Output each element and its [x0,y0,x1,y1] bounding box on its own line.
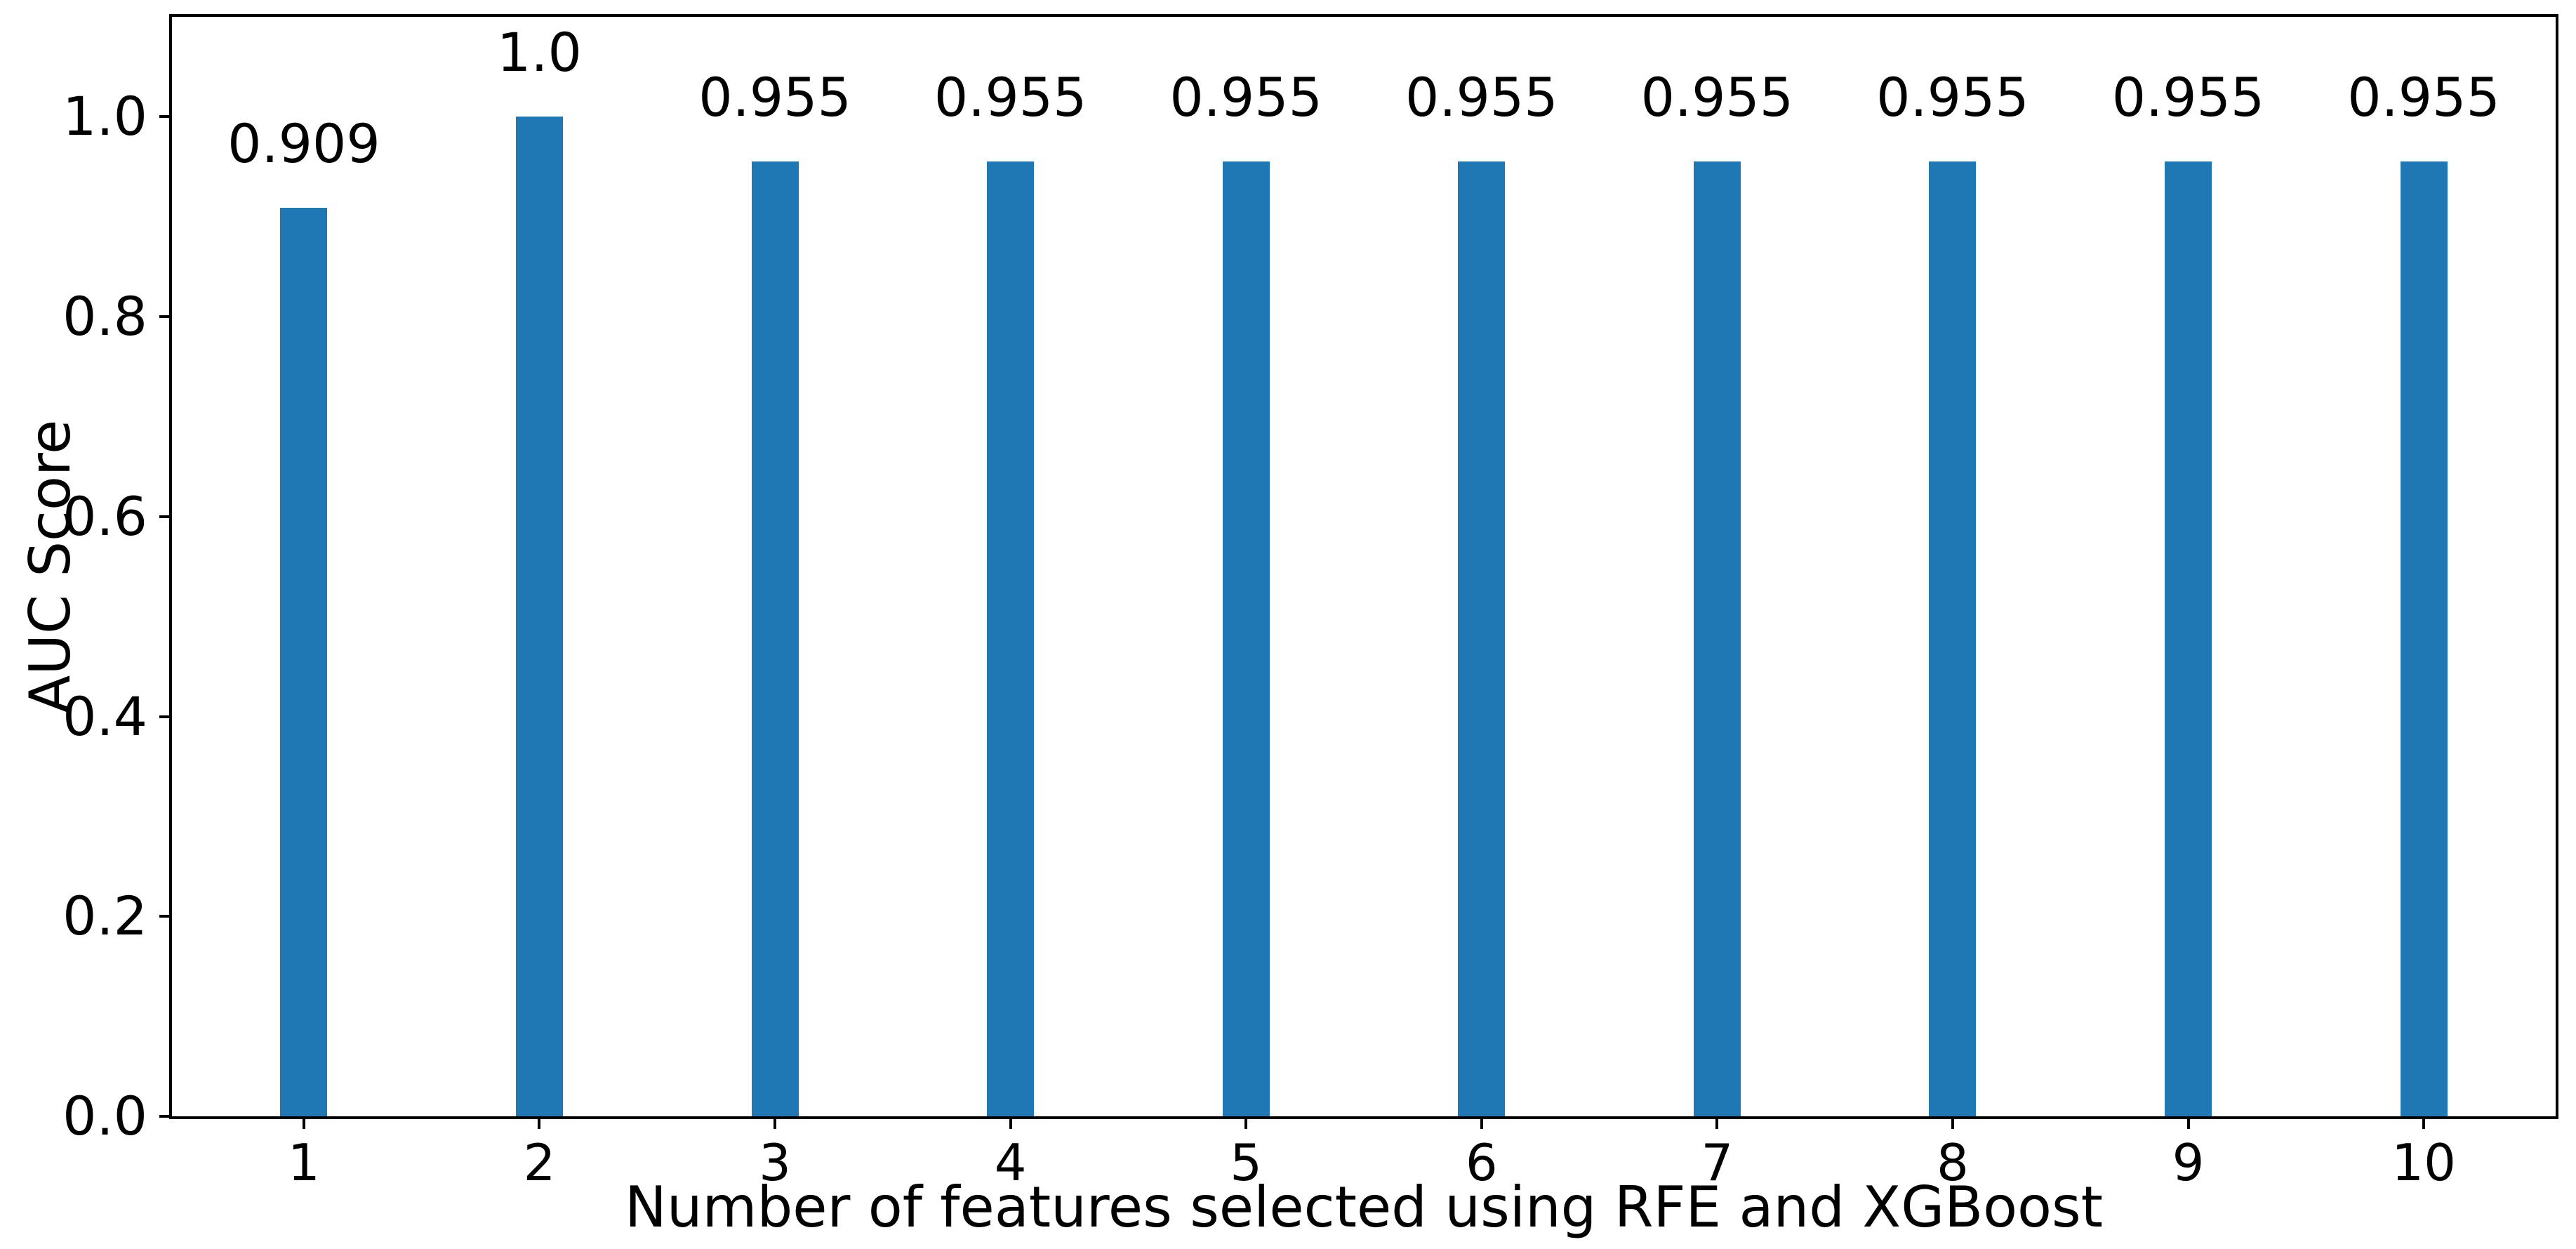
bar-value-label: 1.0 [497,21,582,84]
x-tick-mark [1480,1119,1483,1129]
x-tick-label: 8 [1937,1133,1969,1192]
y-tick-label: 0.6 [62,484,147,548]
bar-value-label: 0.909 [227,112,380,175]
bar [751,161,799,1116]
x-tick-label: 6 [1465,1133,1498,1192]
axis-spine-bottom [169,1116,2558,1119]
bar-value-label: 0.955 [2111,66,2265,129]
x-tick-label: 3 [759,1133,791,1192]
x-tick-label: 7 [1701,1133,1734,1192]
bar-value-label: 0.955 [2347,66,2500,129]
y-tick-label: 0.8 [62,285,147,348]
bar-value-label: 0.955 [934,66,1087,129]
axis-spine-top [169,14,2558,17]
x-tick-mark [1951,1119,1954,1129]
bar [1693,161,1741,1116]
x-tick-mark [1715,1119,1719,1129]
x-tick-label: 5 [1230,1133,1263,1192]
x-tick-mark [1009,1119,1012,1129]
y-tick-label: 0.2 [62,885,147,948]
x-tick-mark [1244,1119,1248,1129]
y-tick-mark [159,715,169,718]
x-tick-mark [538,1119,541,1129]
bar [2164,161,2212,1116]
y-tick-mark [159,1115,169,1118]
bar [280,207,328,1116]
x-tick-mark [774,1119,777,1129]
bar [1929,161,1977,1116]
x-tick-label: 1 [288,1133,320,1192]
y-tick-mark [159,915,169,918]
bar-value-label: 0.955 [1876,66,2029,129]
bar [515,117,564,1116]
x-tick-label: 4 [994,1133,1027,1192]
y-tick-mark [159,115,169,119]
bar [2400,161,2448,1116]
x-tick-label: 2 [523,1133,556,1192]
x-tick-label: 10 [2391,1133,2456,1192]
y-tick-label: 0.4 [62,685,147,748]
bar [1458,161,1506,1116]
x-tick-label: 9 [2172,1133,2205,1192]
axis-spine-right [2556,14,2558,1119]
bar-value-label: 0.955 [1169,66,1322,129]
bar [987,161,1035,1116]
y-tick-label: 0.0 [62,1085,147,1147]
x-tick-mark [2186,1119,2190,1129]
bar-value-label: 0.955 [698,66,851,129]
bar [1222,161,1270,1116]
bar-value-label: 0.955 [1640,66,1794,129]
x-tick-mark [302,1119,305,1129]
bar-value-label: 0.955 [1405,66,1558,129]
axis-spine-left [169,14,172,1119]
y-tick-mark [159,515,169,518]
x-tick-mark [2422,1119,2426,1129]
y-axis-label: AUC Score [18,419,83,714]
y-tick-mark [159,315,169,319]
x-axis-label: Number of features selected using RFE an… [624,1175,2104,1240]
y-tick-label: 1.0 [62,85,147,148]
plot-area: 0.0 0.2 0.4 0.6 0.8 1.0 0.909 1 1.0 2 0.955 3 0.955 4… [62,14,2558,1188]
